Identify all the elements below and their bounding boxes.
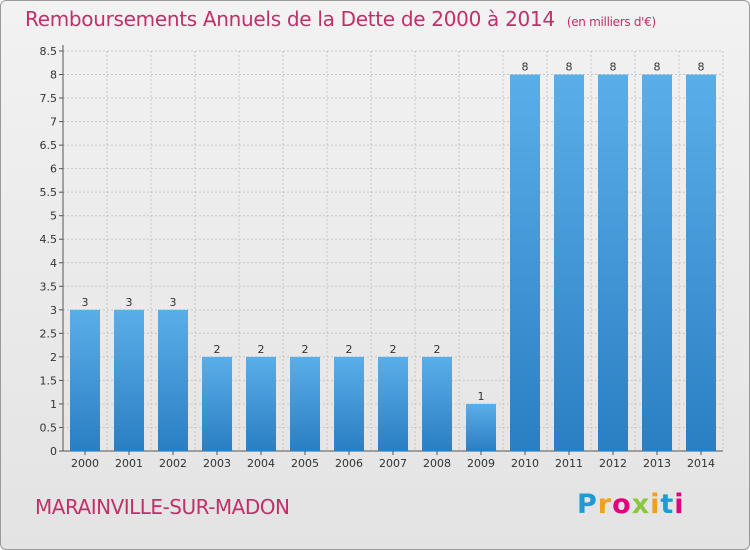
y-tick-label: 7 <box>50 116 57 129</box>
y-tick-label: 6 <box>50 163 57 176</box>
y-tick-label: 5 <box>50 210 57 223</box>
y-tick-label: 2.5 <box>40 327 58 340</box>
data-label: 2 <box>302 343 309 356</box>
bar-2014 <box>686 74 716 451</box>
y-tick-label: 4 <box>50 257 57 270</box>
logo-letter: i <box>674 489 685 520</box>
y-tick-label: 0 <box>50 445 57 458</box>
x-tick-label: 2011 <box>555 457 583 470</box>
x-tick-label: 2000 <box>71 457 99 470</box>
data-label: 8 <box>522 61 529 74</box>
x-tick-label: 2004 <box>247 457 275 470</box>
data-label: 2 <box>214 343 221 356</box>
y-tick-label: 6.5 <box>40 139 58 152</box>
proxiti-logo[interactable]: Proxiti <box>577 489 685 520</box>
data-label: 2 <box>346 343 353 356</box>
x-tick-label: 2005 <box>291 457 319 470</box>
bar-2005 <box>290 356 320 451</box>
y-tick-label: 3 <box>50 304 57 317</box>
bars <box>70 74 716 451</box>
y-tick-label: 0.5 <box>40 421 58 434</box>
x-tick-label: 2009 <box>467 457 495 470</box>
bar-2001 <box>114 309 144 451</box>
data-label: 3 <box>170 296 177 309</box>
x-tick-label: 2002 <box>159 457 187 470</box>
chart-unit: (en milliers d'€) <box>566 15 656 29</box>
bar-2008 <box>422 356 452 451</box>
y-tick-label: 3.5 <box>40 280 58 293</box>
y-tick-label: 5.5 <box>40 186 58 199</box>
bar-2006 <box>334 356 364 451</box>
data-label: 3 <box>82 296 89 309</box>
logo-letter: i <box>650 489 661 520</box>
y-tick-label: 8 <box>50 69 57 82</box>
bar-2003 <box>202 356 232 451</box>
logo-letter: t <box>660 489 675 520</box>
y-tick-label: 1.5 <box>40 374 58 387</box>
bar-2010 <box>510 74 540 451</box>
commune-name: MARAINVILLE-SUR-MADON <box>35 495 290 519</box>
x-tick-label: 2013 <box>643 457 671 470</box>
data-label: 8 <box>610 61 617 74</box>
data-label: 8 <box>698 61 705 74</box>
bar-2011 <box>554 74 584 451</box>
y-tick-label: 8.5 <box>40 45 58 58</box>
x-tick-label: 2014 <box>687 457 715 470</box>
bar-2012 <box>598 74 628 451</box>
bar-2002 <box>158 309 188 451</box>
y-tick-label: 2 <box>50 351 57 364</box>
data-label: 3 <box>126 296 133 309</box>
x-tick-label: 2007 <box>379 457 407 470</box>
data-label: 1 <box>478 390 485 403</box>
data-labels: 3 3 3 2 2 2 2 2 2 1 8 8 8 8 8 <box>82 61 705 403</box>
bar-2009 <box>466 403 496 451</box>
logo-letter: x <box>631 489 651 520</box>
bar-2004 <box>246 356 276 451</box>
chart-title-text: Remboursements Annuels de la Dette de 20… <box>25 7 555 31</box>
bar-2000 <box>70 309 100 451</box>
x-tick-label: 2012 <box>599 457 627 470</box>
data-label: 2 <box>434 343 441 356</box>
bar-2013 <box>642 74 672 451</box>
x-tick-label: 2001 <box>115 457 143 470</box>
bar-2007 <box>378 356 408 451</box>
logo-letter: r <box>597 489 613 520</box>
x-tick-label: 2008 <box>423 457 451 470</box>
x-tick-label: 2010 <box>511 457 539 470</box>
logo-letter: P <box>577 489 598 520</box>
x-tick-label: 2006 <box>335 457 363 470</box>
chart-title: Remboursements Annuels de la Dette de 20… <box>25 7 656 31</box>
x-tick-label: 2003 <box>203 457 231 470</box>
axes: 0 0.5 1 1.5 2 2.5 3 3.5 4 4.5 5 5.5 6 6.5 7 7.5 8 8.5 2000… <box>40 45 723 470</box>
data-label: 2 <box>390 343 397 356</box>
logo-letter: o <box>612 489 632 520</box>
data-label: 2 <box>258 343 265 356</box>
y-tick-label: 4.5 <box>40 233 58 246</box>
y-tick-label: 7.5 <box>40 92 58 105</box>
data-label: 8 <box>654 61 661 74</box>
y-tick-label: 1 <box>50 398 57 411</box>
data-label: 8 <box>566 61 573 74</box>
